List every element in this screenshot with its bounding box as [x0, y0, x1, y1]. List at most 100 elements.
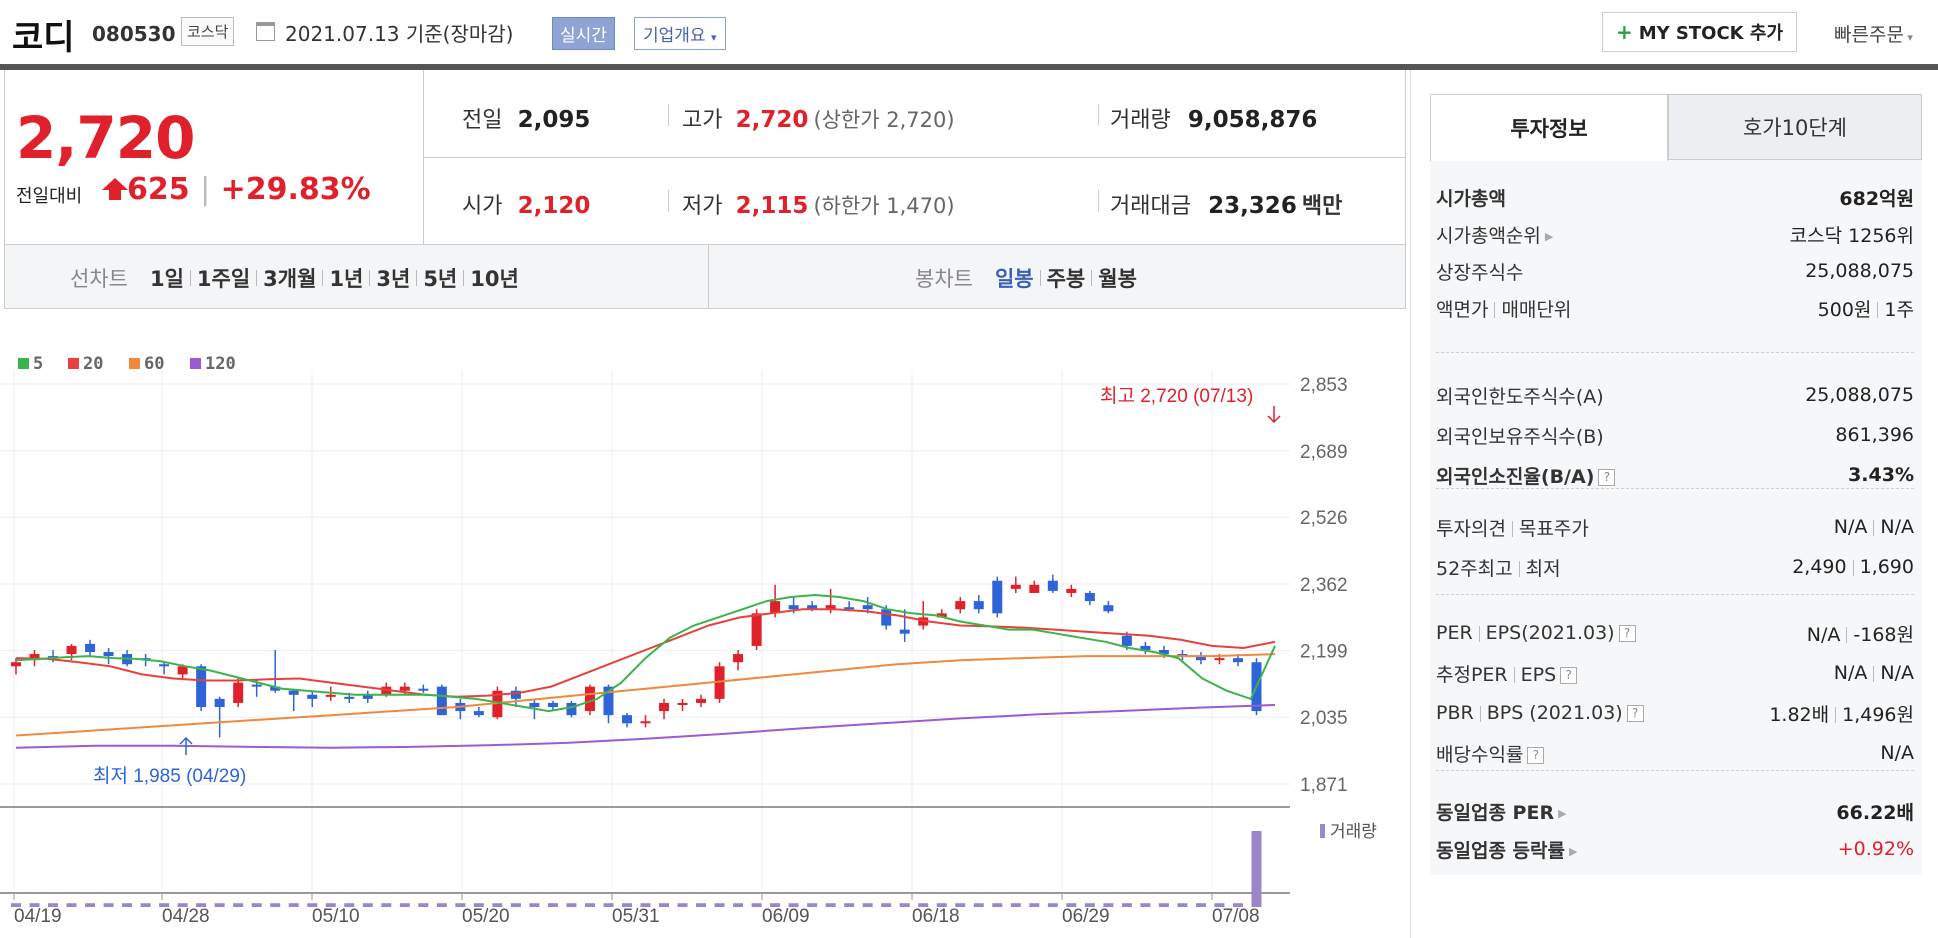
current-price: 2,720 — [16, 104, 195, 172]
price-chart[interactable]: 2,853 2,689 2,526 2,362 2,199 2,035 1,871 5 20 60… — [0, 340, 1400, 938]
candle-body — [325, 694, 336, 697]
candle-body — [1177, 654, 1188, 657]
volume-bar — [621, 903, 632, 907]
high-label: 고가 — [682, 108, 723, 133]
corp-info-dropdown[interactable]: 기업개요 ▾ — [634, 17, 726, 50]
amount-unit: 백만 — [1301, 194, 1343, 219]
candle-monthly[interactable]: 월봉 — [1098, 267, 1137, 291]
amount-value: 23,326 — [1208, 193, 1297, 219]
candle-body — [844, 607, 855, 610]
candle-body — [288, 690, 299, 695]
lower-limit: (하한가 1,470) — [813, 194, 955, 218]
info-value-text: 66.22배 — [1836, 801, 1914, 824]
volume-label: 거래량 — [1110, 108, 1171, 133]
info-label-text: PER — [1436, 622, 1473, 644]
volume-bar — [29, 903, 40, 907]
quick-order-dropdown[interactable]: 빠른주문 ▾ — [1834, 20, 1913, 47]
info-value: 코스닥 1256위 — [1790, 221, 1914, 248]
change-amount: 625 — [127, 172, 190, 207]
volume-bar — [862, 903, 873, 907]
candle-body — [270, 686, 281, 691]
range-3y[interactable]: 3년 — [376, 267, 411, 291]
candle-body — [1084, 592, 1095, 602]
info-label-text: 52주최고 — [1436, 557, 1513, 580]
info-value-text: 1,496원 — [1842, 703, 1914, 726]
candle-body — [103, 652, 114, 657]
candle-weekly[interactable]: 주봉 — [1046, 267, 1086, 291]
range-1d[interactable]: 1일 — [149, 267, 184, 291]
candle-body — [214, 698, 225, 708]
info-value-text: N/A — [1880, 516, 1914, 538]
volume-bar — [381, 903, 392, 907]
info-label-text[interactable]: 시가총액순위 — [1436, 224, 1541, 247]
candle-body — [733, 654, 744, 663]
up-arrow-icon — [102, 178, 128, 200]
legend-swatch — [18, 358, 29, 369]
candle-body — [936, 613, 947, 618]
info-row: 액면가 매매단위 500원 1주 — [1436, 293, 1914, 323]
range-1w[interactable]: 1주일 — [196, 267, 251, 291]
candle-body — [1066, 588, 1077, 593]
info-value-text: N/A — [1833, 516, 1868, 538]
arrow-right-icon[interactable]: ▶ — [1544, 229, 1554, 243]
range-5y[interactable]: 5년 — [423, 267, 458, 291]
info-label-text[interactable]: 동일업종 등락률 — [1436, 839, 1565, 862]
change-label: 전일대비 — [16, 186, 83, 207]
info-value-text: 3.43% — [1848, 464, 1914, 486]
open-value: 2,120 — [517, 193, 591, 219]
help-icon[interactable]: ? — [1527, 746, 1545, 764]
candle-body — [159, 664, 170, 667]
arrow-right-icon[interactable]: ▶ — [1568, 844, 1578, 858]
info-panel — [1430, 160, 1922, 875]
info-label: 상장주식수 — [1436, 258, 1523, 285]
candle-body — [344, 696, 355, 699]
volume-bar — [770, 903, 781, 907]
legend-swatch — [190, 358, 201, 369]
tab-invest-info[interactable]: 투자정보 — [1430, 94, 1668, 161]
range-3m[interactable]: 3개월 — [263, 267, 317, 291]
help-icon[interactable]: ? — [1560, 666, 1578, 684]
info-row: PER EPS(2021.03)? N/A -168원 — [1436, 618, 1914, 648]
volume-bar — [529, 903, 540, 907]
help-icon[interactable]: ? — [1618, 625, 1636, 642]
info-value: 66.22배 — [1836, 798, 1914, 825]
candle-body — [1214, 658, 1225, 661]
amount-label: 거래대금 — [1110, 194, 1191, 219]
market-badge: 코스닥 — [181, 17, 235, 46]
y-tick-label: 2,689 — [1300, 442, 1348, 463]
candle-body — [788, 605, 799, 610]
date-text: 2021.07.13 기준(장마감) — [285, 18, 513, 47]
volume-bar — [973, 903, 984, 907]
candle-daily[interactable]: 일봉 — [994, 267, 1034, 291]
stock-code: 080530 — [92, 22, 176, 46]
info-value-text: N/A — [1880, 662, 1914, 684]
my-stock-add-button[interactable]: + MY STOCK 추가 — [1602, 12, 1797, 52]
info-label-text[interactable]: 동일업종 PER — [1436, 801, 1555, 824]
plus-icon: + — [1615, 20, 1633, 44]
volume-bar — [1140, 903, 1151, 907]
candle-body — [1121, 635, 1132, 646]
candle-body — [659, 702, 670, 712]
date-value: 2021.07.13 — [285, 22, 400, 46]
high-value: 2,720 — [735, 107, 809, 133]
info-label-text: 외국인보유주식수(B) — [1436, 425, 1604, 448]
info-value-text: N/A — [1833, 662, 1868, 684]
info-label: 액면가 매매단위 — [1436, 295, 1571, 322]
info-value-text: 1주 — [1884, 298, 1914, 321]
range-10y[interactable]: 10년 — [470, 267, 519, 291]
candle-body — [1103, 605, 1114, 612]
candle-body — [307, 694, 318, 699]
chart-range-bar — [4, 245, 1406, 309]
volume-bar — [11, 903, 21, 907]
help-icon[interactable]: ? — [1598, 468, 1616, 486]
volume-bar — [1214, 903, 1225, 907]
section-divider — [1436, 770, 1914, 771]
realtime-button[interactable]: 실시간 — [552, 17, 615, 50]
arrow-right-icon[interactable]: ▶ — [1558, 806, 1567, 820]
tab-hoga[interactable]: 호가10단계 — [1668, 94, 1922, 160]
help-icon[interactable]: ? — [1626, 705, 1644, 722]
chevron-down-icon: ▾ — [1903, 31, 1913, 44]
candle-body — [11, 662, 21, 667]
range-1y[interactable]: 1년 — [329, 267, 364, 291]
info-row: PBR BPS (2021.03)? 1.82배 1,496원 — [1436, 698, 1914, 728]
